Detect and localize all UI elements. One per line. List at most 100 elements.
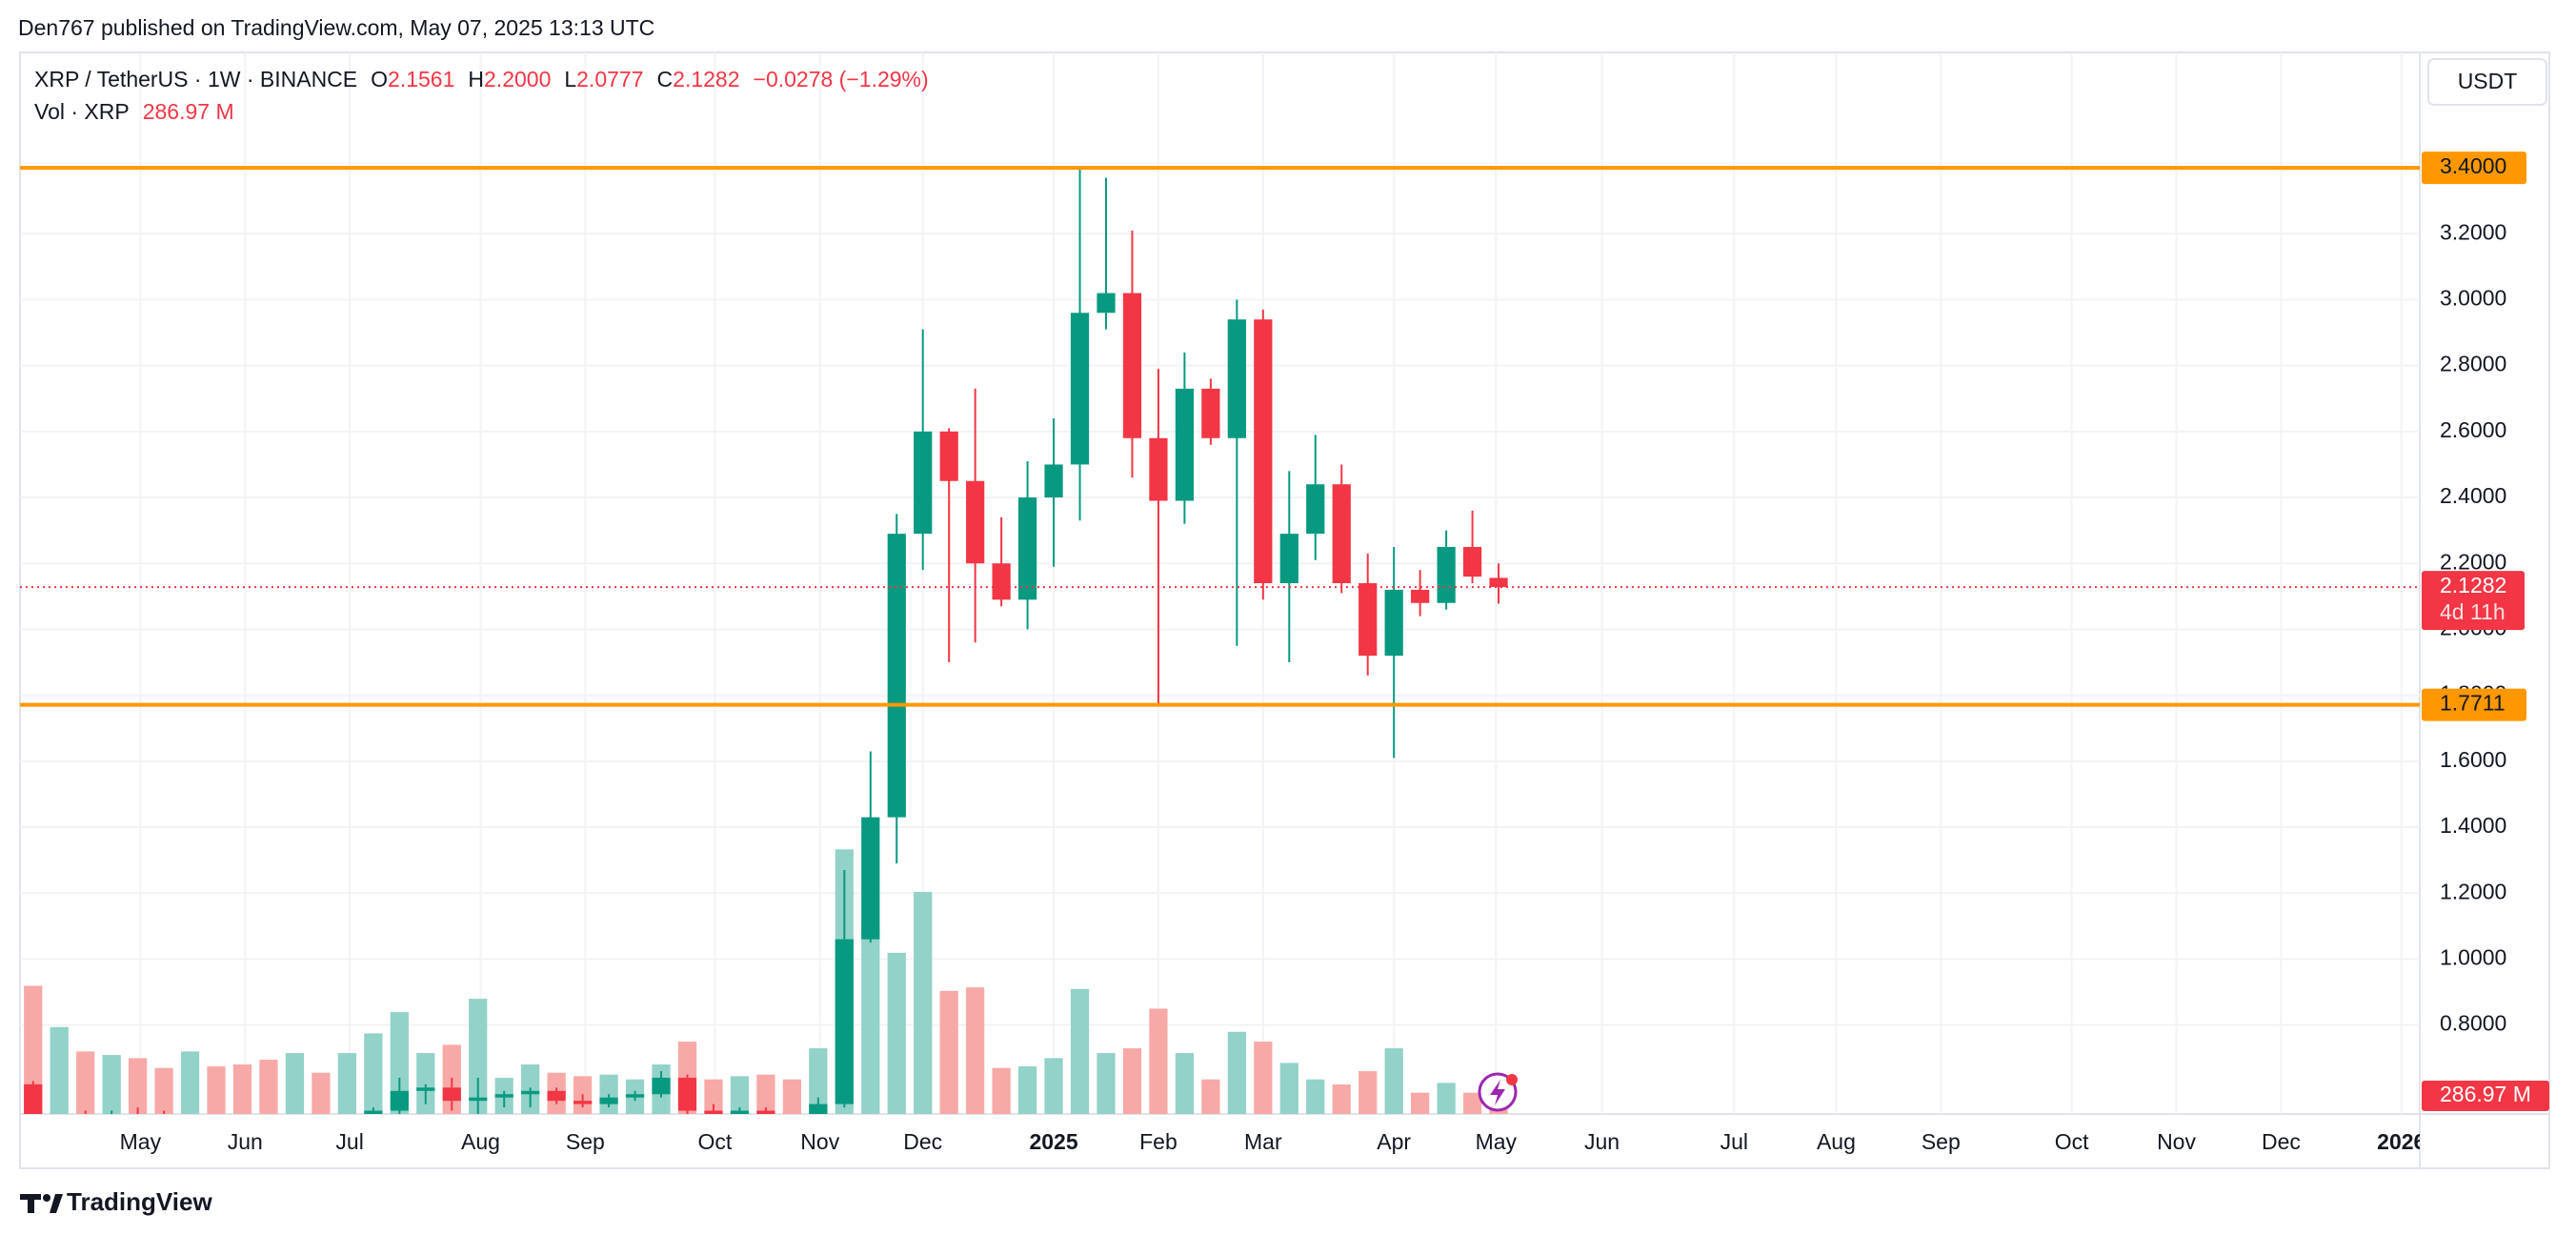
candle-body xyxy=(24,1083,43,1114)
level-label: 3.4000 xyxy=(2440,153,2506,178)
level-label-box xyxy=(2422,152,2526,185)
volume-bar xyxy=(24,985,43,1114)
candle-body xyxy=(914,431,933,535)
candle-body xyxy=(730,1110,750,1114)
x-tick-label: Oct xyxy=(2055,1129,2089,1154)
x-tick-label: Dec xyxy=(2262,1129,2301,1154)
y-tick-label: 2.2000 xyxy=(2440,549,2506,574)
ohlc-legend: XRP / TetherUS · 1W · BINANCE O2.1561 H2.2… xyxy=(34,67,929,91)
countdown: 4d 11h xyxy=(2440,599,2506,624)
x-tick-label: Jun xyxy=(228,1129,263,1154)
volume-bar xyxy=(1097,1053,1116,1114)
candle-body xyxy=(1227,319,1246,438)
volume-bar xyxy=(1070,988,1090,1114)
volume-bar xyxy=(1332,1084,1351,1114)
candle-body xyxy=(547,1090,566,1102)
y-tick-label: 1.6000 xyxy=(2440,747,2506,772)
time-axis: May Jun Jul Aug Sep Oct Nov Dec 2025 Feb Mar Apr May… xyxy=(120,1129,2420,1154)
volume-bar xyxy=(1227,1031,1246,1114)
candle-body xyxy=(442,1087,461,1102)
x-tick-label: Oct xyxy=(697,1129,732,1154)
candle-body xyxy=(573,1101,593,1104)
volume-bar xyxy=(966,987,985,1114)
candle-body xyxy=(1411,589,1430,603)
volume-bar xyxy=(154,1067,173,1114)
x-tick-label: Aug xyxy=(461,1129,500,1154)
candle-body xyxy=(1254,319,1273,583)
x-tick-label: Apr xyxy=(1377,1129,1411,1154)
candle-body xyxy=(1097,293,1116,314)
currency-button[interactable] xyxy=(2427,58,2547,106)
x-tick-label: Aug xyxy=(1817,1129,1856,1154)
y-tick-label: 2.4000 xyxy=(2440,483,2506,508)
price-axis: 0.80001.00001.20001.40001.60001.80002.00… xyxy=(2422,152,2549,1111)
x-tick-label: Sep xyxy=(566,1129,605,1154)
volume-bar xyxy=(416,1053,435,1114)
candle-body xyxy=(939,431,958,481)
candle-body xyxy=(966,480,985,564)
volume-bar xyxy=(730,1076,750,1114)
ohlc-value: 2.1282 xyxy=(673,67,739,91)
x-tick-label: Dec xyxy=(903,1129,942,1154)
candle-body xyxy=(521,1090,540,1095)
candle-body xyxy=(1332,484,1351,583)
candle-body xyxy=(416,1087,435,1091)
volume-bar xyxy=(1044,1058,1063,1114)
candle-body xyxy=(1175,388,1195,501)
candle-body xyxy=(756,1110,775,1114)
volume-bar xyxy=(1122,1048,1142,1114)
volume-bar xyxy=(861,923,880,1114)
footer-logo xyxy=(20,1194,63,1213)
candle-body xyxy=(887,534,906,818)
volume-bar xyxy=(180,1051,200,1114)
candle-body xyxy=(1122,293,1142,438)
x-tick-label: Jul xyxy=(1721,1129,1748,1154)
level-label-box xyxy=(2422,688,2526,721)
candle-body xyxy=(1149,437,1168,501)
candle-body xyxy=(992,563,1011,600)
plot-area xyxy=(20,166,2420,1114)
candle-body xyxy=(835,939,854,1104)
candle-body xyxy=(1437,546,1456,603)
volume-bar xyxy=(756,1074,775,1114)
candle-body xyxy=(677,1077,697,1111)
volume-bar xyxy=(1384,1048,1403,1114)
volume-bar xyxy=(469,999,488,1114)
volume-legend-label: Vol · XRP xyxy=(34,99,130,124)
volume-bar xyxy=(914,891,933,1114)
volume-bar xyxy=(1411,1092,1430,1114)
volume-bar xyxy=(312,1072,331,1114)
y-tick-label: 1.4000 xyxy=(2440,813,2506,838)
x-tick-label: 2025 xyxy=(1029,1129,1077,1154)
change: −0.0278 (−1.29%) xyxy=(754,67,929,91)
volume-label: 286.97 M xyxy=(2440,1082,2531,1106)
candle-body xyxy=(809,1103,828,1114)
volume-bar xyxy=(704,1079,723,1114)
volume-bar xyxy=(1306,1079,1325,1114)
symbol: XRP / TetherUS · 1W · BINANCE xyxy=(34,67,357,91)
volume-bar xyxy=(285,1053,305,1114)
currency[interactable]: USDT xyxy=(2458,69,2518,93)
frame xyxy=(19,51,2550,1169)
x-tick-label: Jun xyxy=(1584,1129,1620,1154)
x-tick-label: Nov xyxy=(2157,1129,2196,1154)
candle-body xyxy=(390,1090,409,1111)
candle-body xyxy=(1462,546,1482,577)
ohlc-label: L xyxy=(564,67,576,91)
volume-bar xyxy=(207,1066,226,1114)
volume-bar xyxy=(1437,1083,1456,1114)
candle-body xyxy=(1044,464,1063,498)
volume-bar xyxy=(1462,1092,1482,1114)
candle-body xyxy=(1279,534,1298,583)
ohlc-value: 2.0777 xyxy=(576,67,643,91)
last-price-label: 2.1282 xyxy=(2440,573,2506,597)
candle-body xyxy=(704,1110,723,1114)
candle-body xyxy=(1201,388,1220,438)
candle-body xyxy=(494,1094,513,1098)
candle-body xyxy=(364,1110,383,1114)
volume-label-box xyxy=(2422,1081,2549,1111)
volume-bar xyxy=(259,1060,278,1114)
volume-legend-value: 286.97 M xyxy=(143,99,234,124)
